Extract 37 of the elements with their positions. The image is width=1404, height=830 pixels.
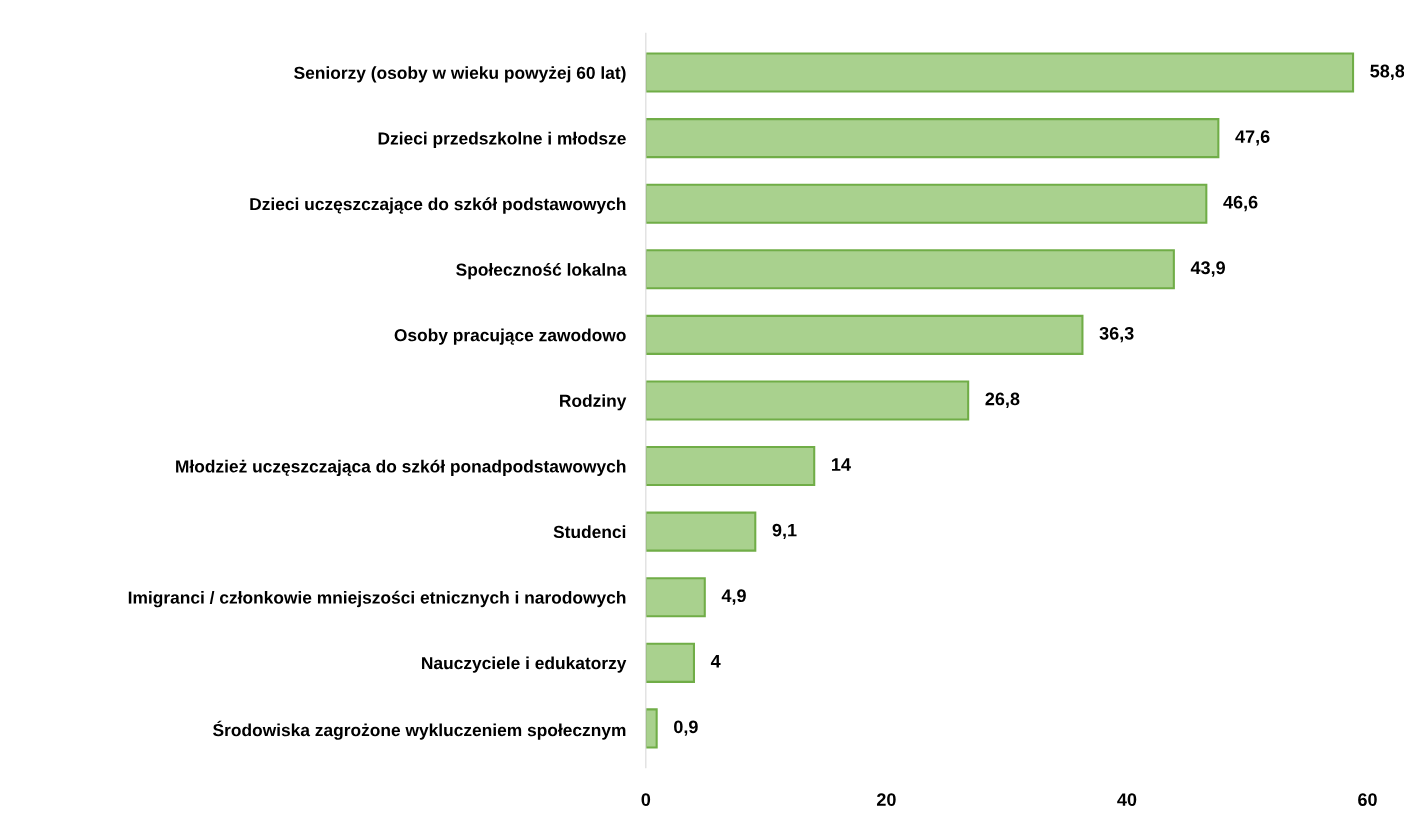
bar [645, 314, 1084, 355]
x-tick-label: 0 [641, 793, 651, 807]
y-tick-label: Nauczyciele i edukatorzy [422, 656, 627, 673]
data-label: 36,3 [1099, 326, 1134, 343]
x-tick-label: 60 [1358, 793, 1377, 807]
y-tick-label: Dzieci przedszkolne i młodsze [378, 131, 626, 149]
y-tick-label: Środowiska zagrożone wykluczeniem społecznym [213, 720, 626, 740]
y-tick-label: Seniorzy (osoby w wieku powyżej 60 lat) [294, 66, 626, 83]
y-tick-label: Młodzież uczęszczająca do szkół ponadpodstawowych [176, 459, 626, 477]
data-label: 9,1 [772, 523, 797, 540]
bar [645, 183, 1208, 224]
y-tick-label: Dzieci uczęszczające do szkół podstawowych [250, 197, 626, 214]
bar [645, 577, 706, 618]
bar [645, 52, 1355, 93]
y-tick-label: Rodziny [560, 394, 627, 411]
y-tick-label: Osoby pracujące zawodowo [394, 328, 626, 345]
data-label: 58,8 [1370, 64, 1404, 81]
y-tick-label: Społeczność lokalna [456, 262, 627, 280]
x-tick-label: 40 [1117, 793, 1137, 807]
x-tick-label: 20 [876, 793, 896, 807]
data-label: 14 [832, 458, 851, 471]
bar [645, 249, 1175, 290]
y-tick-label: Studenci [553, 525, 626, 539]
bar [645, 511, 757, 552]
bar [645, 708, 658, 749]
data-label: 26,8 [985, 392, 1020, 408]
bar [645, 380, 970, 421]
data-label: 4 [710, 655, 721, 668]
data-label: 46,6 [1223, 195, 1258, 212]
data-label: 43,9 [1190, 261, 1225, 277]
data-label: 0,9 [674, 720, 698, 736]
bar [645, 118, 1220, 159]
data-label: 47,6 [1235, 130, 1270, 146]
y-tick-label: Imigranci / członkowie mniejszości etnicznych i narodowych [128, 590, 626, 608]
data-label: 4,9 [721, 589, 746, 605]
bar [645, 642, 695, 683]
bar [645, 446, 816, 487]
